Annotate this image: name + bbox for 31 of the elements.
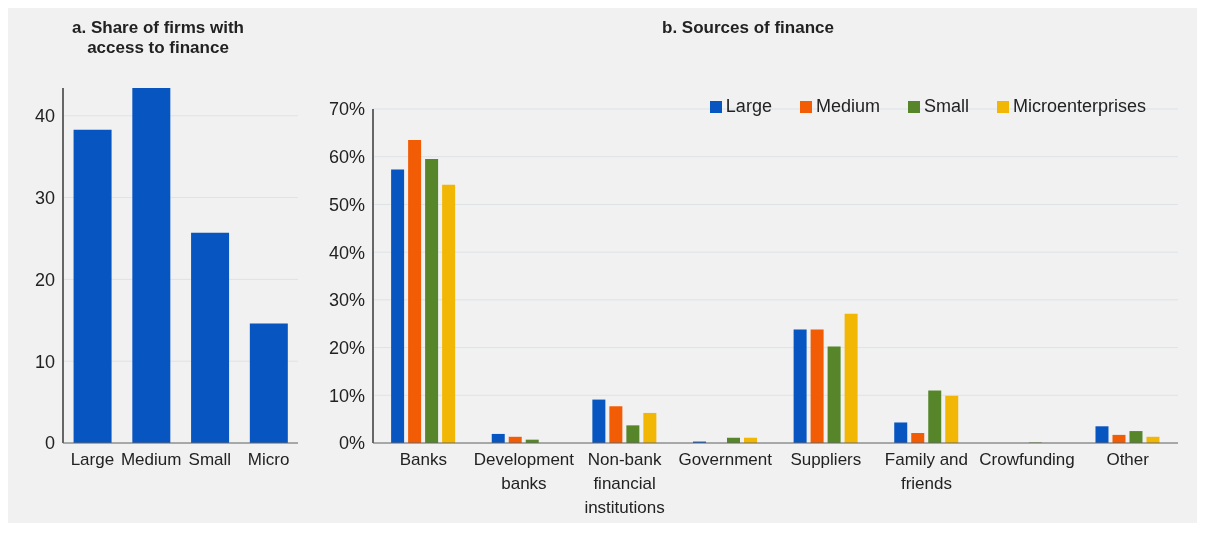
x-tick-label: Crowfunding — [979, 450, 1075, 469]
y-tick-label: 0% — [338, 433, 365, 454]
chart-title: a. Share of firms with access to finance — [71, 18, 245, 58]
chart-title: b. Sources of finance — [661, 18, 835, 38]
y-tick-label: 70% — [328, 99, 365, 120]
x-tick-label: Large — [70, 450, 115, 469]
y-tick-label: 10 — [34, 351, 55, 372]
y-tick-label: 40% — [328, 242, 365, 263]
y-tick-label: 30% — [328, 290, 365, 311]
y-tick-label: 20% — [328, 337, 365, 358]
y-tick-label: 40 — [34, 106, 55, 127]
x-tick-label: Suppliers — [790, 450, 862, 469]
x-tick-label: Other — [1106, 450, 1150, 469]
y-tick-label: 50% — [328, 194, 365, 215]
y-tick-label: 60% — [328, 147, 365, 168]
x-tick-label: Development banks — [473, 450, 575, 493]
x-tick-label: Government — [678, 450, 773, 469]
legend-label: Large — [725, 96, 772, 116]
x-tick-label: Micro — [247, 450, 290, 469]
y-tick-label: 30 — [34, 188, 55, 208]
legend-label: Medium — [815, 96, 880, 116]
x-tick-label: Banks — [399, 450, 447, 469]
legend-label: Small — [923, 96, 969, 116]
x-tick-label: Medium — [120, 450, 182, 469]
legend-label: Microenterprises — [1012, 96, 1146, 116]
x-tick-label: Small — [188, 450, 232, 469]
x-tick-label: Non-bank financial institutions — [584, 450, 665, 517]
x-tick-label: Family and friends — [884, 450, 969, 493]
y-tick-label: 20 — [34, 269, 55, 290]
y-tick-label: 10% — [328, 385, 365, 406]
y-tick-label: 0 — [44, 433, 55, 454]
